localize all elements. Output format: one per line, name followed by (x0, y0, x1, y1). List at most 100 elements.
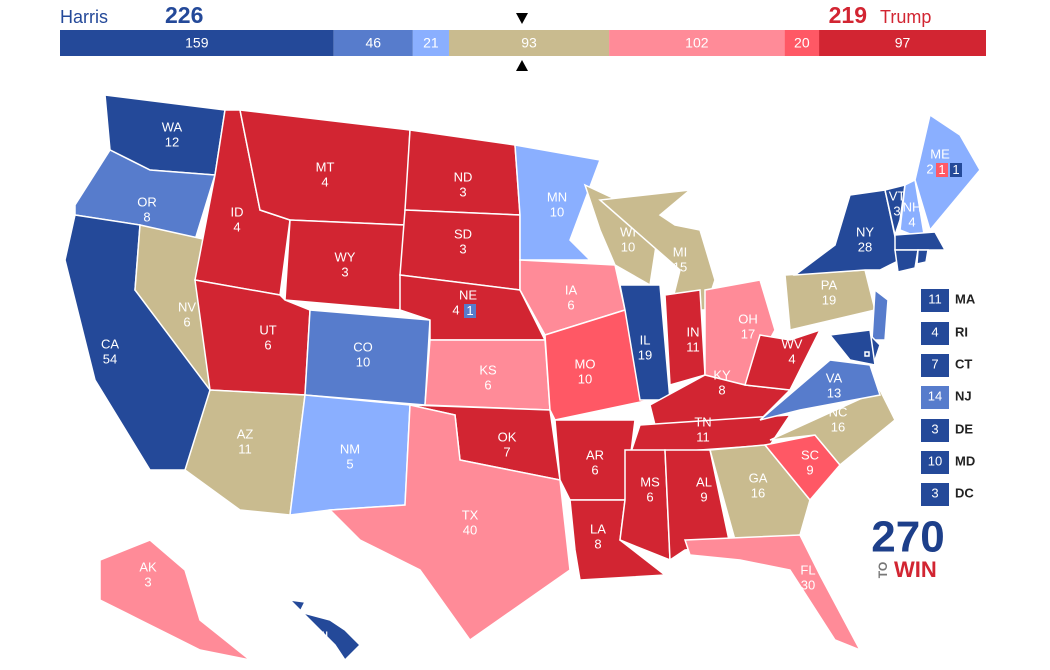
state[interactable] (99, 539, 251, 661)
state-abbr: WV (782, 336, 803, 351)
state-abbr: SC (801, 447, 819, 462)
state[interactable] (184, 389, 306, 516)
state-votes: 8 (594, 536, 601, 551)
side-box[interactable] (921, 289, 949, 312)
state[interactable] (792, 189, 901, 276)
state-votes: 6 (567, 297, 574, 312)
state-votes: 9 (700, 489, 707, 504)
map: WA12OR8CA54NV6ID4MT4WY3UT6AZ11CO10NM5ND3… (64, 94, 981, 662)
state-abbr: MO (575, 356, 596, 371)
bar-segment-label: 20 (794, 35, 810, 51)
side-votes: 7 (931, 356, 938, 371)
bar-segment-label: 21 (423, 35, 439, 51)
district-votes: 1 (466, 303, 473, 318)
state[interactable] (598, 188, 716, 311)
state-abbr: FL (800, 562, 815, 577)
district-box[interactable] (950, 163, 962, 177)
bar-segment-label: 93 (521, 35, 537, 51)
side-box[interactable] (921, 419, 949, 442)
side-votes: 3 (931, 421, 938, 436)
bar-segment (819, 30, 986, 56)
state[interactable] (514, 144, 602, 261)
side-abbr: MA (955, 291, 976, 306)
bar-segment-label: 159 (185, 35, 209, 51)
side-abbr: RI (955, 324, 968, 339)
state-abbr: AK (139, 559, 157, 574)
state-votes: 6 (484, 377, 491, 392)
state-abbr: UT (259, 322, 276, 337)
state-votes: 6 (183, 314, 190, 329)
side-votes: 3 (931, 485, 938, 500)
side-votes: 14 (928, 388, 942, 403)
side-abbr: NJ (955, 388, 972, 403)
state[interactable] (759, 359, 881, 421)
side-abbr: MD (955, 453, 975, 468)
state-abbr: AZ (237, 426, 254, 441)
state-abbr: PA (821, 277, 838, 292)
marker-bottom (516, 60, 528, 71)
state-abbr: IL (640, 332, 651, 347)
state-votes: 6 (264, 337, 271, 352)
bar-segment-label: 46 (365, 35, 381, 51)
bar-segment (60, 30, 334, 56)
state-abbr: ND (454, 169, 473, 184)
logo-win: WIN (894, 557, 937, 582)
state[interactable] (709, 444, 811, 541)
state[interactable] (287, 598, 362, 662)
state-abbr: KS (479, 362, 497, 377)
side-box[interactable] (921, 386, 949, 409)
state-abbr: SD (454, 226, 472, 241)
state-abbr: VA (826, 370, 843, 385)
state-abbr: ME (930, 146, 950, 161)
state-votes: 3 (459, 184, 466, 199)
state-abbr: WY (335, 249, 356, 264)
state[interactable] (544, 309, 651, 421)
state-votes: 2 (926, 161, 933, 176)
state-votes: 10 (578, 371, 592, 386)
district-box[interactable] (936, 163, 948, 177)
state[interactable] (871, 288, 889, 341)
bar-segment-label: 97 (895, 35, 911, 51)
state-votes: 10 (621, 239, 635, 254)
state-votes: 17 (741, 326, 755, 341)
state-votes: 3 (893, 203, 900, 218)
state[interactable] (619, 449, 671, 562)
side-abbr: DC (955, 485, 974, 500)
state-abbr: VT (889, 188, 906, 203)
state-abbr: OR (137, 194, 157, 209)
bar-segment (609, 30, 785, 56)
state-abbr: AR (586, 447, 604, 462)
state[interactable] (619, 284, 671, 401)
state-abbr: NC (829, 404, 848, 419)
side-box[interactable] (921, 322, 949, 345)
state-abbr: CA (101, 336, 119, 351)
state-votes: 7 (503, 444, 510, 459)
state[interactable] (916, 249, 929, 265)
state-abbr: MI (673, 244, 687, 259)
rating-bar: 159 46 21 93 102 20 97 (60, 30, 986, 56)
marker-top (516, 13, 528, 24)
state-votes: 11 (238, 441, 252, 456)
side-box[interactable] (921, 451, 949, 474)
side-abbr: DE (955, 421, 973, 436)
state-votes: 3 (144, 574, 151, 589)
state[interactable] (683, 534, 862, 652)
state[interactable] (864, 351, 870, 357)
state[interactable] (744, 328, 822, 391)
state-abbr: NM (340, 441, 360, 456)
logo: 270 TO WIN (871, 513, 944, 582)
state-votes: 15 (673, 259, 687, 274)
state-votes: 8 (143, 209, 150, 224)
side-votes: 4 (931, 324, 938, 339)
state[interactable] (884, 184, 906, 238)
state-votes: 10 (550, 204, 564, 219)
district-box[interactable] (464, 304, 476, 318)
state[interactable] (894, 231, 947, 251)
side-box[interactable] (921, 354, 949, 377)
state[interactable] (894, 249, 919, 273)
state-abbr: ID (231, 204, 244, 219)
state-abbr: KY (713, 367, 731, 382)
side-box[interactable] (921, 483, 949, 506)
state-votes: 4 (233, 219, 240, 234)
state[interactable] (828, 329, 876, 366)
